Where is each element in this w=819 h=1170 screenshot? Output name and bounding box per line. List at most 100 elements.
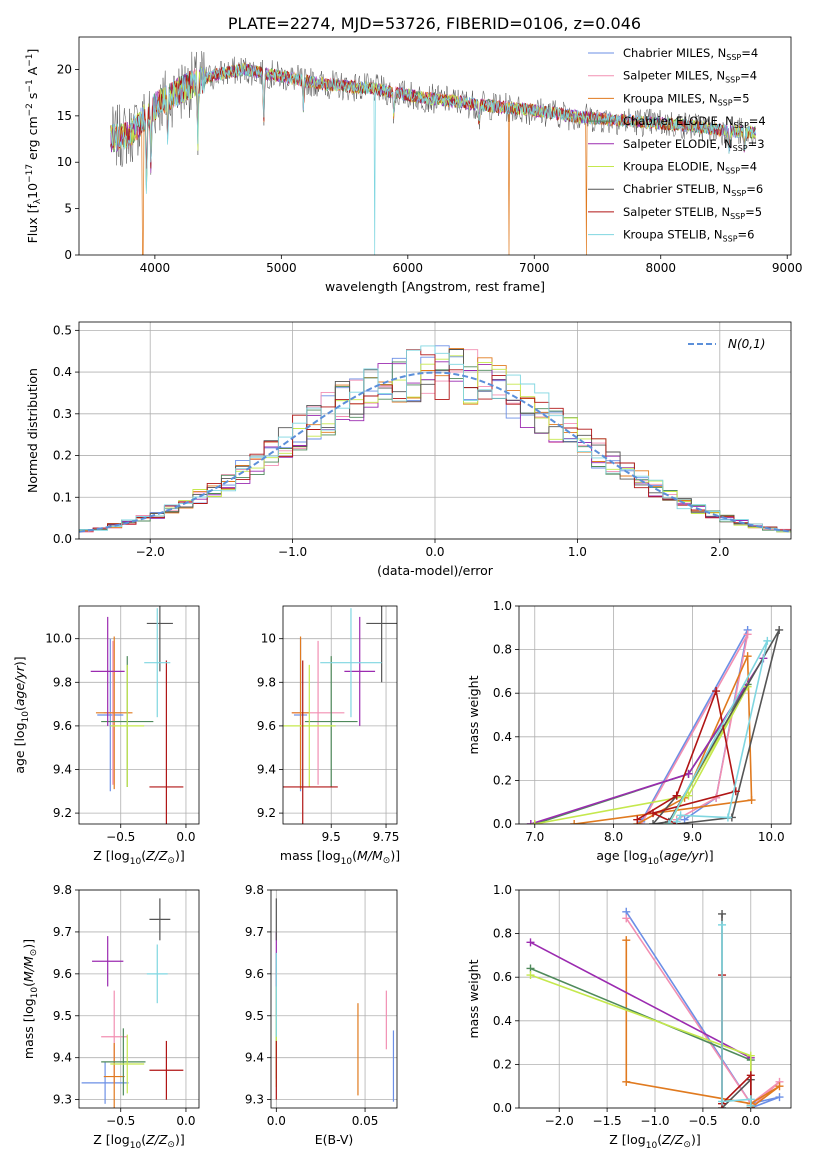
errorbar-kroupa-stelib bbox=[146, 944, 168, 1004]
axes-age_vs_mass: 9.5 9.75 9.2 9.4 9.6 9.8 10 mass [log10(M/M⊙)] bbox=[257, 605, 400, 867]
y-tick-label: 9.5 bbox=[53, 1009, 72, 1023]
y-tick-label: 9.4 bbox=[257, 763, 276, 777]
spectrum-line-kroupa-stelib bbox=[110, 63, 756, 255]
errorbar-chabrier-stelib bbox=[366, 606, 397, 683]
weight-series-salpeter-stelib bbox=[718, 971, 755, 1108]
x-tick-label: −0.5 bbox=[688, 1114, 717, 1128]
weight-line bbox=[534, 686, 749, 824]
weight-marker bbox=[775, 1093, 784, 1102]
gridlines bbox=[271, 889, 397, 1108]
x-tick-label: 0.05 bbox=[352, 1114, 379, 1128]
y-tick-label: 9.7 bbox=[53, 925, 72, 939]
errorbar-chabrier-miles bbox=[81, 1061, 129, 1104]
x-axis-label: wavelength [Angstrom, rest frame] bbox=[325, 279, 545, 294]
weight-marker bbox=[746, 1051, 755, 1060]
weight-marker bbox=[684, 769, 693, 778]
legend-entry: Chabrier MILES, NSSP=4 bbox=[623, 46, 758, 62]
x-tick-label: 0.0 bbox=[176, 830, 195, 844]
errorbar-kroupa-miles bbox=[291, 636, 310, 790]
axes-frame bbox=[270, 889, 398, 1109]
y-tick-label: 9.8 bbox=[53, 883, 72, 897]
plot-area bbox=[90, 606, 184, 824]
x-tick-label: 8.0 bbox=[604, 830, 623, 844]
weight-marker bbox=[676, 811, 685, 820]
x-tick-label: −1.5 bbox=[593, 1114, 622, 1128]
errorbar-kroupa-elodie bbox=[283, 664, 336, 787]
legend-entry: Chabrier STELIB, NSSP=6 bbox=[623, 182, 763, 198]
y-tick-label: 0.4 bbox=[493, 1014, 512, 1028]
weight-marker bbox=[763, 636, 772, 645]
x-tick-label: −1.0 bbox=[640, 1114, 669, 1128]
weight-marker bbox=[530, 820, 539, 824]
y-tick-label: 0 bbox=[64, 248, 72, 262]
x-tick-label: 6000 bbox=[393, 261, 424, 275]
x-tick-label: 9.5 bbox=[322, 830, 341, 844]
errorbar-chabrier-stelib bbox=[149, 898, 171, 941]
x-tick-label: −2.0 bbox=[136, 545, 165, 559]
weight-line bbox=[530, 941, 752, 1108]
weight-line bbox=[530, 974, 752, 1108]
y-tick-label: 0.5 bbox=[53, 323, 72, 337]
y-tick-label: 15 bbox=[57, 109, 72, 123]
y-tick-label: 9.6 bbox=[245, 967, 264, 981]
x-tick-label: 8000 bbox=[645, 261, 676, 275]
y-tick-label: 0.0 bbox=[493, 817, 512, 831]
weight-marker bbox=[684, 791, 693, 800]
x-tick-label: 9000 bbox=[772, 261, 803, 275]
normal-reference-curve bbox=[79, 371, 791, 533]
y-tick-label: 5 bbox=[64, 202, 72, 216]
weight-series-kroupa-stelib bbox=[664, 636, 772, 824]
legend-entry: Chabrier ELODIE, NSSP=4 bbox=[623, 114, 766, 130]
errorbar-kroupa-elodie bbox=[110, 1034, 145, 1094]
y-tick-label: 10 bbox=[57, 155, 72, 169]
axes-mass_vs_Z: −0.5 0.0 9.3 9.4 9.5 9.6 9.7 9.8 Z [log10(Z/Z⊙)]… bbox=[21, 883, 200, 1151]
axes-mass_weight_vs_age: 7.0 8.0 9.0 10.0 0.0 0.2 0.4 0.6 0.8 1.0 age [log1… bbox=[466, 599, 792, 867]
spectrum-legend: Chabrier MILES, NSSP=4 Salpeter MILES, NS… bbox=[588, 46, 766, 244]
x-tick-label: 7.0 bbox=[525, 830, 544, 844]
weight-marker bbox=[723, 813, 732, 822]
x-axis-label: Z [log10(Z/Z⊙)] bbox=[93, 1132, 184, 1151]
y-axis-label: Normed distribution bbox=[25, 368, 40, 493]
weight-marker bbox=[743, 630, 752, 639]
axes-frame bbox=[78, 605, 200, 825]
y-tick-label: 9.6 bbox=[53, 967, 72, 981]
y-tick-label: 9.8 bbox=[53, 675, 72, 689]
weight-marker bbox=[622, 914, 631, 923]
x-tick-label: 0.0 bbox=[176, 1114, 195, 1128]
x-tick-label: 10.0 bbox=[758, 830, 785, 844]
weight-marker bbox=[672, 791, 681, 800]
errorbar-salpeter-stelib bbox=[283, 660, 338, 824]
weight-marker bbox=[712, 687, 721, 696]
axis-decor: 4000 5000 6000 7000 8000 9000 0 5 10 15 20 waveleng… bbox=[25, 36, 803, 294]
axis-decor: −2.0 −1.0 0.0 1.0 2.0 0.0 0.1 0.2 0.3 0.4 0.5 (data… bbox=[25, 321, 792, 578]
y-tick-label: 9.7 bbox=[245, 925, 264, 939]
y-tick-label: 20 bbox=[57, 62, 72, 76]
weight-line bbox=[636, 688, 737, 824]
weight-series-chabrier-miles bbox=[637, 625, 752, 824]
y-tick-label: 0.8 bbox=[493, 643, 512, 657]
weight-marker bbox=[570, 820, 579, 824]
x-axis-label: (data-model)/error bbox=[377, 563, 494, 578]
errorbar-salpeter-stelib bbox=[149, 1040, 184, 1100]
weight-line bbox=[721, 975, 752, 1108]
y-tick-label: 0.6 bbox=[493, 970, 512, 984]
legend-entry: Kroupa STELIB, NSSP=6 bbox=[623, 228, 755, 244]
y-tick-label: 10 bbox=[261, 632, 276, 646]
axis-decor: 9.5 9.75 9.2 9.4 9.6 9.8 10 mass [log10(M/M⊙)] bbox=[257, 605, 400, 867]
errorbar-kroupa-stelib bbox=[144, 608, 171, 718]
y-tick-label: 9.4 bbox=[53, 1051, 72, 1065]
weight-marker bbox=[775, 625, 784, 634]
axis-decor: 0.0 0.05 9.3 9.4 9.5 9.6 9.7 9.8 E(B-V) bbox=[245, 883, 398, 1147]
y-axis-label: mass weight bbox=[466, 675, 481, 754]
y-tick-label: 9.4 bbox=[245, 1051, 264, 1065]
x-axis-label: mass [log10(M/M⊙)] bbox=[280, 848, 400, 867]
weight-marker bbox=[622, 936, 631, 945]
legend-entry: Salpeter MILES, NSSP=4 bbox=[623, 69, 757, 85]
axes-residuals: −2.0 −1.0 0.0 1.0 2.0 0.0 0.1 0.2 0.3 0.4 0.5 (data… bbox=[25, 321, 792, 578]
errorbar-salpeter-elodie bbox=[344, 616, 376, 726]
x-tick-label: 0.0 bbox=[425, 545, 444, 559]
x-axis-label: E(B-V) bbox=[315, 1132, 354, 1147]
weight-marker bbox=[746, 1101, 755, 1108]
axis-decor: −0.5 0.0 9.2 9.4 9.6 9.8 10.0 Z [log10(Z/Z⊙)] ag… bbox=[12, 605, 200, 867]
